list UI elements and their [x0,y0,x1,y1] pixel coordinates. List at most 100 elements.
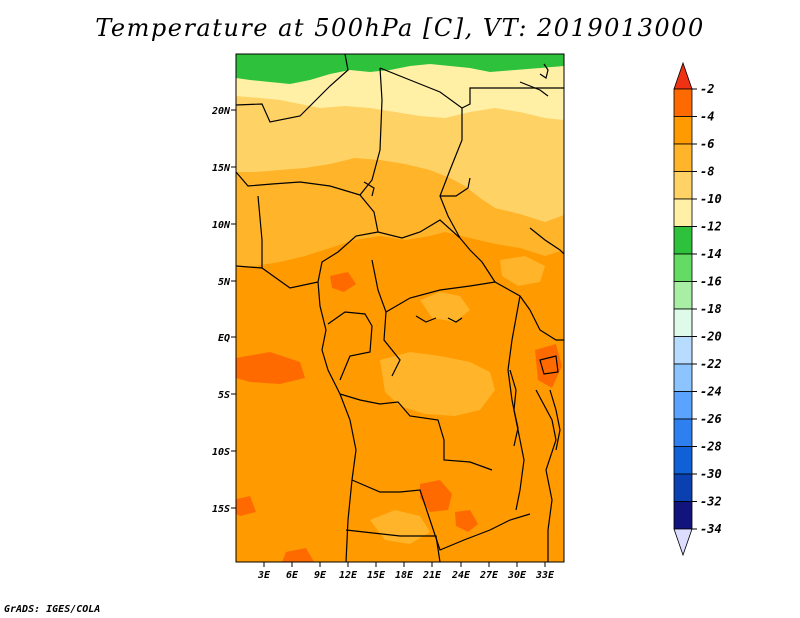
colorbar-swatch [673,308,693,337]
colorbar-label: -4 [700,110,714,124]
grads-credit: GrADS: IGES/COLA [4,604,101,615]
border-congo-drc [383,311,401,377]
border-chad-car [377,219,496,283]
band-minus14 [236,54,564,84]
colorbar-label: -16 [700,275,722,289]
lat-label: 20N [211,106,231,117]
lake-drc-1 [415,315,437,323]
colorbar-label: -10 [700,192,722,206]
lat-label: 15S [212,504,230,515]
lon-label: 12E [339,570,358,581]
colorbar-label: -14 [700,247,722,261]
colorbar-swatch [673,281,693,310]
patch-congo-minus8 [380,352,495,416]
patch-cameroon-minus4 [330,272,356,292]
colorbar-label: -30 [700,467,722,481]
colorbar-label: -28 [700,440,722,454]
colorbar-label: -18 [700,302,722,316]
border-darfur [440,177,471,197]
lat-label: 15N [212,163,231,174]
colorbar-bottom-cap [673,528,693,557]
latitude-axis: 20N 15N 10N 5N EQ 5S 10S 15S [211,106,236,515]
colorbar-swatch [673,171,693,200]
border-nigeria-cameroon [317,194,379,283]
border-niger-algeria [236,54,349,123]
border-tanzania-mozambique [535,389,557,562]
colorbar-label: -22 [700,357,722,371]
patch-zambia2-minus4 [455,510,478,532]
map-title: Temperature at 500hPa [C], VT: 201901300… [95,14,705,42]
lon-label: 6E [286,570,299,581]
colorbar-label: -6 [700,137,714,151]
patch-west-minus4 [236,352,305,384]
border-uganda [529,309,564,341]
border-niger-nigeria [236,171,361,196]
lat-label: 5N [218,277,231,288]
border-rwanda [539,355,559,375]
border-angola-namibia [345,529,441,562]
colorbar-swatch [673,501,693,530]
lon-label: 9E [314,570,327,581]
longitude-axis: 3E 6E 9E 12E 15E 18E 21E 24E 27E 30E 33E [257,562,555,581]
lon-label: 3E [257,570,271,581]
colorbar-label: -32 [700,495,722,509]
patch-bottom-minus4 [282,548,314,562]
colorbar-swatch [673,253,693,282]
colorbar-swatch [673,226,693,255]
border-egypt-sudan [461,87,564,109]
colorbar-swatch [673,143,693,172]
lon-label: 15E [367,570,386,581]
coast-gulf-guinea [236,265,319,289]
patch-zambia-minus4 [420,480,452,512]
colorbar-top-cap [673,61,693,90]
lon-label: 30E [507,570,527,581]
colorbar-label: -24 [700,385,722,399]
temperature-field [236,54,564,562]
patch-east-minus8 [500,256,545,286]
lon-label: 24E [451,570,471,581]
coast-red-sea [519,81,549,97]
colorbar-label: -2 [700,82,714,96]
colorbar-swatch [673,88,693,117]
lake-chad [363,181,375,197]
lat-label: 10N [212,220,231,231]
patch-lakes-minus4 [535,344,562,388]
plot-frame [235,53,565,563]
lake-tanganyika [509,369,519,447]
patch-central-minus8 [420,292,470,322]
border-angola-zambia [351,479,531,551]
colorbar-label: -26 [700,412,722,426]
border-benin-nigeria [257,195,263,268]
colorbar-swatch [673,473,693,502]
lat-label: 10S [212,447,230,458]
coast-sinai [539,63,549,79]
colorbar-label: -12 [700,220,722,234]
colorbar-swatch [673,198,693,227]
colorbar-swatch [673,363,693,392]
lake-drc-2 [447,317,463,323]
colorbar-label: -34 [700,522,722,536]
colorbar-label: -8 [700,165,714,179]
border-angola-drc [339,393,493,471]
lon-label: 33E [535,570,555,581]
colorbar-swatch [673,116,693,145]
lon-label: 18E [395,570,414,581]
lat-label: 5S [218,390,230,401]
lake-malawi [549,389,561,451]
border-ethiopia [529,227,564,255]
border-chad-sudan [379,67,463,239]
colorbar-swatch [673,446,693,475]
colorbar-swatch [673,336,693,365]
colorbar-swatch [673,418,693,447]
patch-sw-minus4 [236,496,256,516]
colorbar-label: -20 [700,330,722,344]
lat-label: EQ [218,333,230,344]
colorbar-swatch [673,391,693,420]
country-borders [236,54,564,562]
colorbar: -2 -4 -6 -8 -10 -12 -14 -16 -18 -20 -22 -24 -26 -28 -3… [673,61,722,557]
border-gabon-congo [327,311,373,381]
lon-label: 27E [479,570,499,581]
lon-label: 21E [422,570,442,581]
border-car-drc [371,259,531,313]
